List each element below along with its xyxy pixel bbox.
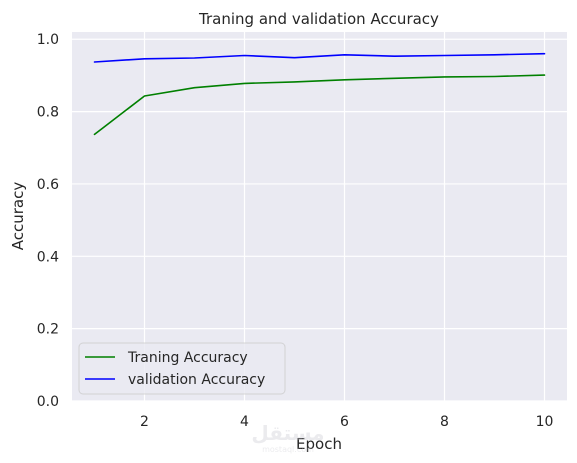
y-tick-label: 1.0: [37, 32, 59, 48]
validation-accuracy-line: [93, 52, 546, 63]
x-tick-label: 6: [340, 414, 349, 430]
watermark: مستقل mostaql.com: [251, 421, 324, 454]
x-tick-labels: 2 4 6 8 10: [140, 414, 553, 430]
x-tick-label: 4: [240, 414, 249, 430]
plot-area: [72, 32, 567, 401]
chart-title: Traning and validation Accuracy: [198, 10, 439, 28]
series-lines: [93, 52, 546, 136]
y-tick-label: 0.4: [37, 249, 59, 265]
watermark-latin: mostaql.com: [262, 445, 314, 454]
legend: Traning Accuracy validation Accuracy: [78, 342, 286, 395]
x-tick-label: 10: [536, 414, 554, 430]
legend-label-validation: validation Accuracy: [128, 372, 265, 388]
legend-label-training: Traning Accuracy: [127, 350, 248, 366]
x-axis-label: Epoch: [296, 435, 342, 453]
legend-box: [78, 342, 286, 395]
y-axis-label: Accuracy: [9, 182, 27, 251]
grid: [72, 32, 567, 402]
training-accuracy-line: [93, 74, 546, 136]
y-tick-label: 0.6: [37, 177, 59, 193]
y-tick-label: 0.2: [37, 322, 59, 338]
x-tick-label: 2: [140, 414, 149, 430]
y-tick-label: 0.0: [37, 394, 59, 410]
y-tick-labels: 0.0 0.2 0.4 0.6 0.8 1.0: [37, 32, 59, 410]
y-tick-label: 0.8: [37, 105, 59, 121]
watermark-arabic: مستقل: [251, 421, 324, 445]
x-tick-label: 8: [440, 414, 449, 430]
